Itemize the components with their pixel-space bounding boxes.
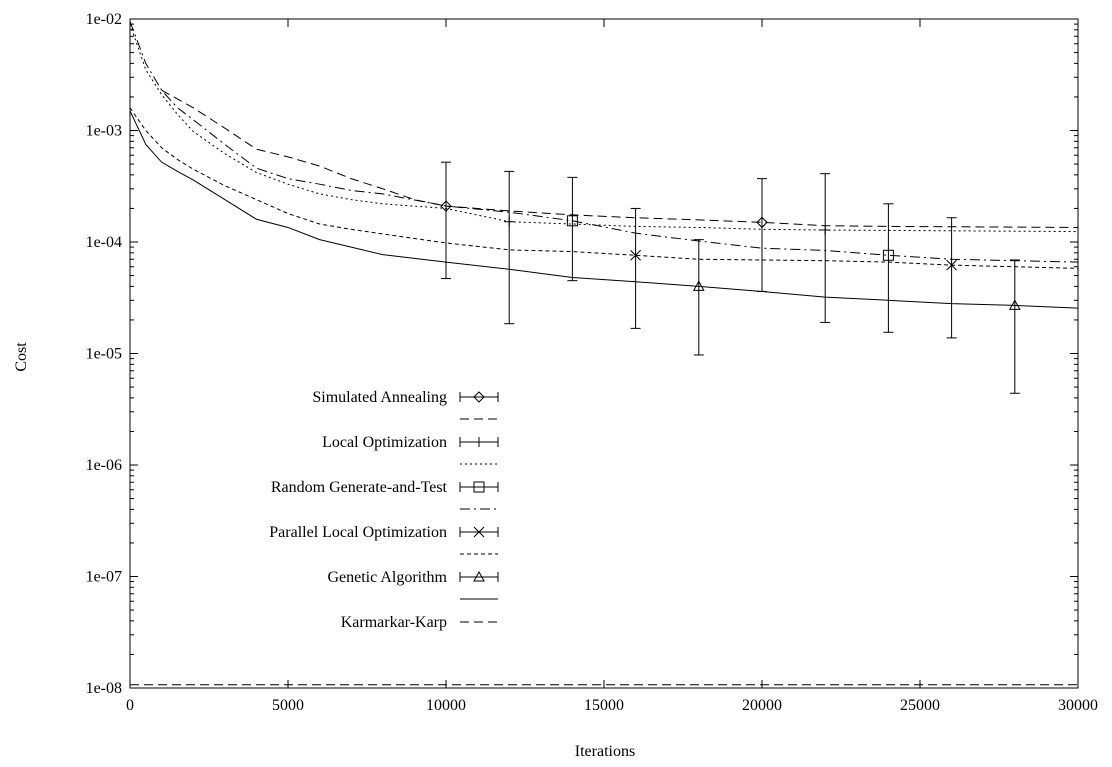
error-bar — [820, 173, 831, 323]
legend: Simulated Annealing Local Optimization Ran… — [269, 389, 499, 631]
x-tick-label: 25000 — [900, 697, 940, 714]
series-line — [129, 110, 1079, 309]
x-tick-label: 10000 — [426, 697, 466, 714]
error-bar — [566, 176, 578, 282]
legend-label: Karmarkar-Karp — [341, 614, 447, 631]
series-3 — [129, 21, 1079, 333]
series-5 — [129, 110, 1079, 394]
data-point-marker — [504, 216, 515, 227]
y-axis: 1e-08 1e-07 1e-06 1e-05 1e-04 1e-03 1e-02 — [86, 11, 1078, 697]
data-point-marker — [946, 259, 957, 271]
series-2 — [129, 23, 1079, 325]
x-tick-label: 5000 — [272, 697, 304, 714]
plot-border — [129, 18, 1079, 689]
legend-marker — [474, 437, 484, 447]
x-tick-label: 0 — [126, 697, 134, 714]
legend-entry-6: Karmarkar-Karp — [341, 614, 498, 631]
y-tick-label: 1e-03 — [86, 123, 122, 140]
data-point-marker — [820, 225, 831, 236]
error-bar — [440, 161, 452, 280]
legend-label: Parallel Local Optimization — [269, 524, 447, 541]
error-bar — [882, 203, 894, 333]
error-bar — [504, 170, 515, 325]
series-layer — [129, 21, 1079, 686]
series-1 — [161, 89, 1079, 292]
plot-frame — [129, 18, 1079, 689]
error-bar — [692, 239, 705, 356]
legend-marker — [473, 391, 485, 403]
y-tick-label: 1e-06 — [86, 457, 122, 474]
legend-entry-4: Parallel Local Optimization — [269, 524, 499, 555]
error-bar — [946, 217, 957, 339]
y-axis-label: Cost — [13, 342, 30, 372]
data-point-marker — [566, 215, 578, 227]
y-tick-label: 1e-08 — [86, 680, 122, 697]
x-tick-label: 20000 — [742, 697, 782, 714]
x-axis-label: Iterations — [575, 743, 635, 760]
legend-marker — [473, 481, 485, 493]
y-tick-label: 1e-05 — [86, 346, 122, 363]
series-line — [129, 21, 1079, 263]
series-line — [161, 89, 1079, 228]
y-tick-label: 1e-07 — [86, 569, 122, 586]
data-point-marker — [440, 200, 452, 212]
legend-marker — [473, 526, 485, 538]
y-tick-label: 1e-02 — [86, 11, 122, 28]
x-tick-label: 15000 — [584, 697, 624, 714]
legend-label: Local Optimization — [322, 434, 447, 451]
series-4 — [129, 107, 1079, 339]
data-point-marker — [1008, 299, 1021, 310]
x-tick-label: 30000 — [1058, 697, 1098, 714]
error-bar — [1008, 259, 1021, 394]
legend-label: Simulated Annealing — [312, 389, 447, 406]
legend-marker — [473, 570, 485, 582]
data-point-marker — [692, 280, 705, 291]
series-line — [129, 23, 1079, 233]
legend-entry-5: Genetic Algorithm — [327, 569, 499, 600]
legend-label: Random Generate-and-Test — [271, 479, 448, 496]
legend-entry-1: Simulated Annealing — [312, 389, 499, 420]
legend-entry-2: Local Optimization — [322, 434, 499, 465]
y-tick-label: 1e-04 — [86, 234, 122, 251]
error-bar — [630, 207, 641, 329]
legend-entry-3: Random Generate-and-Test — [271, 479, 499, 510]
x-axis: 0 5000 10000 15000 20000 25000 30000 — [126, 19, 1098, 714]
data-point-marker — [882, 249, 894, 261]
data-point-marker — [756, 216, 768, 229]
series-line — [129, 107, 1079, 269]
data-point-marker — [630, 249, 641, 261]
error-bar — [756, 178, 768, 292]
legend-label: Genetic Algorithm — [327, 569, 447, 586]
